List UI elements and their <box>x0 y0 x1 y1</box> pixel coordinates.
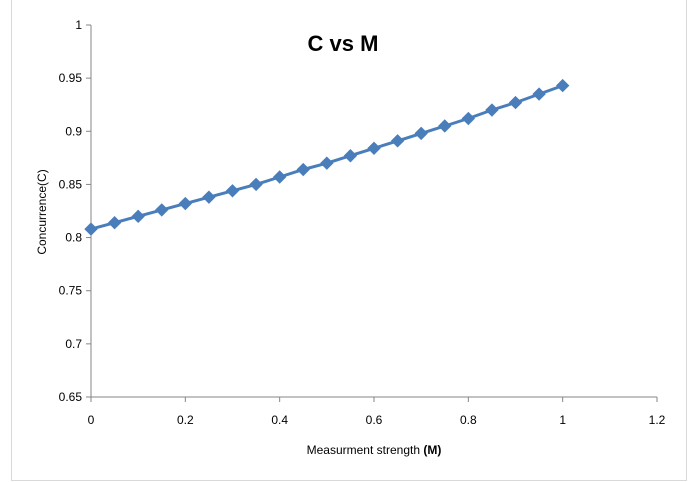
y-tick-label: 0.65 <box>59 390 83 404</box>
data-point <box>390 134 405 148</box>
data-point <box>178 196 193 211</box>
data-point <box>84 222 98 236</box>
x-tick-label: 1.2 <box>649 413 666 427</box>
data-point <box>485 103 499 117</box>
data-point <box>249 177 263 192</box>
y-tick-label: 1 <box>75 18 82 32</box>
data-point <box>508 95 523 110</box>
data-point <box>438 119 452 133</box>
data-point <box>555 78 570 93</box>
x-axis-label-unit: (M) <box>423 443 441 457</box>
data-point <box>107 215 122 230</box>
data-point <box>343 149 358 163</box>
data-point <box>320 156 334 170</box>
data-point <box>272 170 287 184</box>
data-point <box>367 141 381 155</box>
x-tick-label: 1 <box>559 413 566 427</box>
data-point <box>131 209 145 224</box>
x-tick-label: 0 <box>88 413 95 427</box>
x-axis-label-text: Measurment strength <box>307 443 420 457</box>
axes <box>90 25 657 398</box>
y-tick-label: 0.7 <box>65 337 82 351</box>
data-point <box>155 203 169 217</box>
y-tick-label: 0.95 <box>59 71 83 85</box>
y-tick-label: 0.8 <box>65 231 82 245</box>
x-axis-label: Measurment strength (M) <box>307 443 442 457</box>
x-tick-label: 0.6 <box>366 413 383 427</box>
chart-title: C vs M <box>308 31 379 56</box>
y-tick-label: 0.9 <box>65 124 82 138</box>
chart-frame <box>11 0 687 481</box>
y-ticks: 0.65 0.7 0.75 0.8 0.85 0.9 0.95 1 <box>59 18 91 404</box>
x-tick-label: 0.2 <box>177 413 194 427</box>
data-point <box>296 162 310 177</box>
data-point <box>532 87 546 101</box>
series-markers <box>84 78 570 236</box>
data-point <box>202 190 216 204</box>
y-tick-label: 0.85 <box>59 177 83 191</box>
x-tick-label: 0.8 <box>460 413 477 427</box>
x-tick-label: 0.4 <box>271 413 288 427</box>
y-tick-label: 0.75 <box>59 284 83 298</box>
x-ticks: 0 0.2 0.4 0.6 0.8 1 1.2 <box>88 397 666 427</box>
y-axis-label: Concurrence(C) <box>35 169 49 254</box>
data-point <box>414 126 428 141</box>
data-point <box>461 111 476 126</box>
data-point <box>225 184 240 198</box>
